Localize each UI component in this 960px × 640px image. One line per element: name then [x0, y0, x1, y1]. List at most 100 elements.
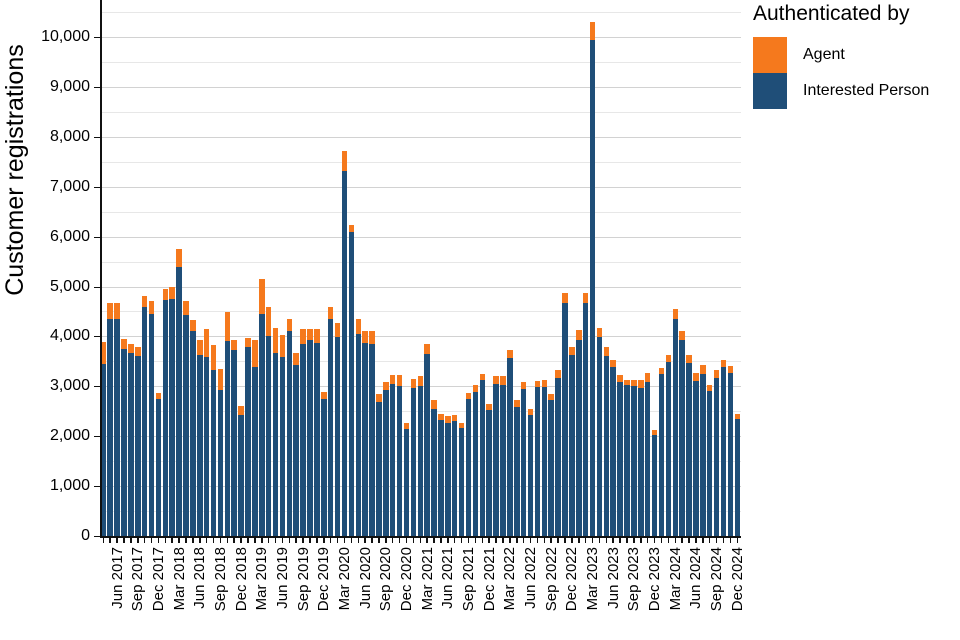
bar-segment-agent	[734, 413, 741, 419]
y-tick	[94, 86, 101, 88]
x-tick-label-text: Sep 2019	[294, 547, 312, 612]
gridline	[102, 86, 741, 88]
bar-segment-interested-person	[210, 370, 217, 536]
bar-segment-agent	[272, 327, 279, 353]
x-tick-label-text: Dec 2018	[232, 547, 250, 612]
y-tick-label: 4,000	[49, 327, 90, 345]
bar-segment-interested-person	[493, 383, 499, 536]
x-tick	[605, 538, 608, 543]
bar-apr-2020	[348, 225, 355, 536]
bar-segment-agent	[389, 374, 396, 384]
bar-segment-agent	[403, 423, 410, 430]
bar-jan-2020	[327, 307, 334, 536]
y-tick-label: 3,000	[49, 377, 90, 395]
x-tick	[564, 538, 566, 543]
bar-segment-agent	[169, 286, 175, 299]
bar-segment-interested-person	[141, 307, 148, 536]
bar-segment-agent	[307, 328, 313, 341]
bar-segment-interested-person	[383, 390, 389, 536]
bar-segment-agent	[700, 365, 706, 374]
bar-segment-agent	[376, 393, 382, 402]
bar-segment-agent	[520, 382, 527, 389]
x-tick	[323, 538, 325, 543]
bar-segment-agent	[102, 341, 107, 364]
x-tick-label-text: Mar 2021	[418, 547, 436, 611]
bar-segment-agent	[265, 307, 272, 337]
bar-segment-agent	[217, 368, 224, 391]
x-tick	[281, 538, 284, 543]
bar-jul-2017	[121, 338, 127, 536]
gridline	[102, 361, 741, 363]
bar-segment-agent	[190, 319, 196, 332]
x-axis-line	[100, 536, 741, 538]
bar-segment-interested-person	[479, 380, 486, 536]
bar-mar-2024	[672, 308, 678, 536]
bar-segment-agent	[183, 301, 189, 315]
bar-segment-agent	[555, 370, 561, 379]
x-tick	[736, 538, 739, 543]
legend-rows: Agent Interested Person	[753, 37, 959, 109]
bar-segment-agent	[334, 323, 341, 338]
bar-sep-2021	[465, 392, 472, 536]
y-tick-label: 9,000	[49, 77, 90, 95]
bar-segment-agent	[727, 366, 734, 374]
bar-segment-interested-person	[410, 388, 417, 536]
x-tick	[612, 538, 614, 543]
bar-segment-interested-person	[679, 340, 685, 536]
bar-segment-interested-person	[265, 336, 272, 536]
bar-segment-agent	[500, 376, 506, 385]
bar-segment-agent	[507, 349, 513, 358]
gridline	[102, 161, 741, 163]
bar-segment-interested-person	[135, 356, 141, 536]
y-tick-label: 5,000	[49, 277, 90, 295]
bar-segment-agent	[589, 22, 596, 41]
bar-segment-interested-person	[500, 384, 506, 536]
x-tick	[516, 538, 518, 543]
bar-segment-interested-person	[603, 355, 610, 536]
bar-jun-2020	[362, 330, 368, 536]
x-tick	[702, 538, 704, 543]
bar-dec-2024	[734, 413, 741, 536]
x-tick	[619, 538, 621, 543]
gridline	[102, 186, 741, 188]
bar-nov-2024	[727, 366, 734, 536]
y-tick	[94, 37, 101, 38]
bar-feb-2020	[334, 323, 341, 536]
bar-segment-interested-person	[121, 348, 127, 536]
x-tick	[529, 538, 532, 543]
bar-segment-interested-person	[472, 391, 479, 536]
x-tick	[522, 538, 525, 543]
bar-segment-agent	[610, 359, 616, 368]
bar-nov-2022	[562, 293, 568, 536]
bar-dec-2021	[486, 403, 492, 536]
bar-jan-2024	[658, 368, 665, 536]
bar-segment-agent	[438, 413, 444, 421]
bar-segment-interested-person	[369, 343, 375, 536]
x-tick-label-text: Mar 2023	[584, 547, 602, 611]
bar-segment-interested-person	[582, 303, 589, 536]
bar-segment-agent	[155, 392, 162, 399]
bar-segment-agent	[231, 339, 237, 350]
bar-apr-2017	[102, 341, 107, 536]
bar-jul-2021	[451, 415, 458, 536]
bar-segment-agent	[148, 301, 155, 314]
bar-segment-interested-person	[589, 40, 596, 536]
bar-segment-agent	[541, 379, 548, 388]
y-tick	[94, 536, 101, 537]
bar-segment-interested-person	[224, 341, 231, 536]
bar-segment-agent	[472, 385, 479, 392]
bar-segment-agent	[706, 384, 713, 392]
bar-segment-interested-person	[190, 331, 196, 536]
bar-segment-interested-person	[203, 356, 210, 536]
bar-segment-agent	[210, 345, 217, 371]
bar-segment-interested-person	[162, 300, 169, 536]
bar-segment-agent	[624, 379, 630, 386]
bar-nov-2017	[148, 301, 155, 536]
x-tick	[646, 538, 649, 543]
bar-segment-interested-person	[638, 387, 644, 536]
bar-segment-interested-person	[231, 349, 237, 536]
bar-aug-2018	[210, 345, 217, 536]
bar-dec-2023	[651, 430, 658, 536]
bar-may-2019	[272, 327, 279, 536]
x-tick	[667, 538, 670, 543]
